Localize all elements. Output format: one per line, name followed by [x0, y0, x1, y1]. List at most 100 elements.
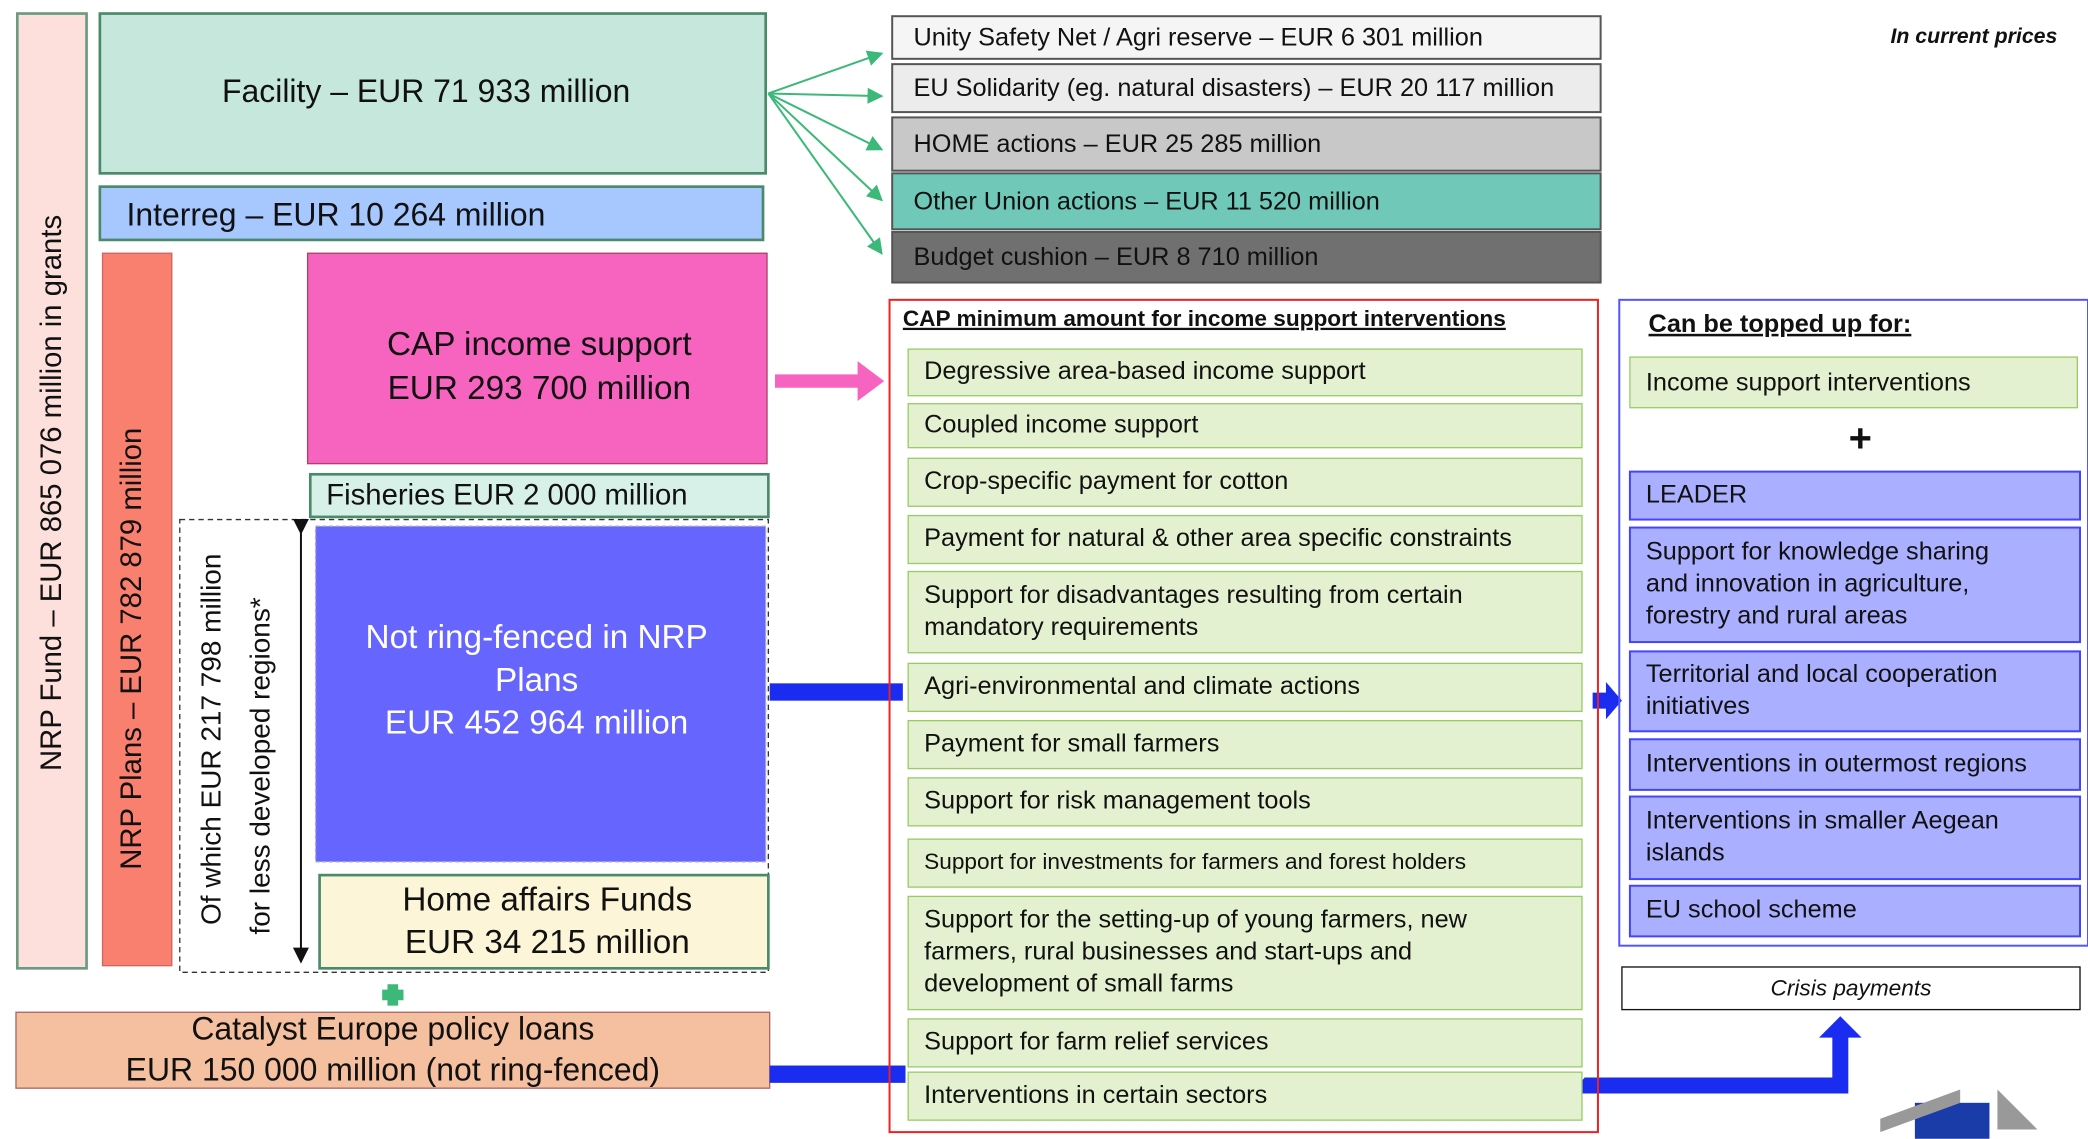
cap-income-box [306, 252, 768, 465]
cap-income: EUR 293 700 million [388, 370, 691, 407]
cap-item: Payment for natural & other area specifi… [924, 524, 1512, 552]
cap-item-box [907, 662, 1583, 712]
reserve-box [891, 230, 1602, 284]
topup-item-box [1628, 884, 2082, 938]
cap-item: Support for investments for farmers and … [924, 849, 1466, 874]
cap-item-box [907, 895, 1583, 1011]
interreg-box [98, 185, 765, 242]
topup-item: and innovation in agriculture, [1646, 570, 1969, 598]
cap-item-box [907, 777, 1583, 827]
less-developed-line: for less developed regions* [245, 597, 276, 934]
left-blocks: NRP Fund – EUR 865 076 million in grants… [15, 12, 771, 1089]
green-arrow [767, 92, 883, 255]
topup-item: islands [1646, 838, 1725, 866]
cap-item-box [907, 403, 1583, 449]
green-arrow [767, 92, 884, 151]
cap-item-box [907, 1018, 1583, 1068]
cap-item: Payment for small farmers [924, 729, 1219, 757]
not-ring-fenced: Plans [495, 662, 578, 699]
cap-item: Coupled income support [924, 410, 1198, 438]
fisheries-box [308, 472, 770, 519]
topup-item-box [1628, 526, 2082, 644]
topup-item-box [1628, 470, 2082, 521]
topup-item-box [1628, 795, 2082, 881]
reserve: Other Union actions – EUR 11 520 million [914, 187, 1380, 215]
topup-item-box [1628, 738, 2082, 791]
blue-connector [769, 1065, 906, 1083]
interreg: Interreg – EUR 10 264 million [127, 197, 546, 233]
less-developed-box [179, 518, 770, 973]
green-arrow [768, 87, 884, 104]
nrp-fund: NRP Fund – EUR 865 076 million in grants [35, 215, 68, 771]
topup-item: forestry and rural areas [1646, 601, 1908, 629]
blue-connector [769, 683, 903, 701]
catalyst: Catalyst Europe policy loans [191, 1010, 594, 1046]
cap-item-box [907, 457, 1583, 507]
cap-item: Support for the setting-up of young farm… [924, 906, 1468, 934]
note: In current prices [1890, 24, 2057, 48]
topup-item: Support for knowledge sharing [1646, 538, 1989, 566]
cap-item: Agri-environmental and climate actions [924, 672, 1360, 700]
cap-item: development of small farms [924, 970, 1233, 998]
reserve-box [891, 116, 1602, 172]
green-arrow [768, 50, 884, 95]
income-box [1629, 356, 2079, 409]
topped-up-title: Can be topped up for: [1649, 310, 1912, 338]
catalyst-box [15, 1011, 771, 1089]
reserve: Unity Safety Net / Agri reserve – EUR 6 … [914, 24, 1483, 52]
income-support: Income support interventions [1646, 368, 1971, 396]
reserve-box [891, 63, 1602, 114]
less-developed-line: Of which EUR 217 798 million [195, 554, 226, 925]
cap-item-box [907, 719, 1583, 770]
cap-item: Support for farm relief services [924, 1028, 1268, 1056]
facility-box [98, 12, 768, 175]
not-ring-fenced: EUR 452 964 million [385, 704, 688, 741]
topup-item: LEADER [1646, 480, 1747, 508]
cap-income: CAP income support [387, 326, 692, 363]
cap-item-box [907, 838, 1583, 888]
logo-shape [1880, 1089, 2038, 1133]
connectors [767, 50, 1862, 1094]
logo [1880, 1089, 2038, 1139]
facility: Facility – EUR 71 933 million [222, 73, 630, 109]
nrp-fund-box [15, 12, 88, 970]
nrp-plans: NRP Plans – EUR 782 879 million [115, 428, 148, 870]
pink-arrow [775, 361, 885, 402]
topup-item: Interventions in outermost regions [1646, 749, 2027, 777]
cap-item: Degressive area-based income support [924, 357, 1366, 385]
crisis: Crisis payments [1771, 976, 1932, 1001]
topup-item: Territorial and local cooperation [1646, 660, 1998, 688]
topup-item: Interventions in smaller Aegean [1646, 807, 1999, 835]
crisis-box [1621, 966, 2081, 1011]
reserve-box [891, 172, 1602, 231]
cap-item-box [907, 570, 1583, 654]
blue-arrow [1571, 1016, 1862, 1094]
green-arrow [767, 92, 883, 202]
cap-item-box [907, 1071, 1583, 1121]
cap-item: Crop-specific payment for cotton [924, 467, 1288, 495]
blue-arrow [1592, 682, 1622, 720]
topup-item: initiatives [1646, 692, 1750, 720]
reserve: EU Solidarity (eg. natural disasters) – … [914, 74, 1555, 102]
topped-up-box [1618, 298, 2088, 947]
reserve-box [891, 15, 1602, 60]
cap-item: Interventions in certain sectors [924, 1081, 1267, 1109]
cap-minimum-title: CAP minimum amount for income support in… [903, 306, 1506, 331]
not-ring-fenced: Not ring-fenced in NRP [366, 619, 708, 656]
home-affairs-box [318, 873, 770, 970]
home-affairs: EUR 34 215 million [405, 924, 690, 961]
topup-item: EU school scheme [1646, 896, 1857, 924]
catalyst: EUR 150 000 million (not ring-fenced) [126, 1052, 660, 1088]
fisheries: Fisheries EUR 2 000 million [326, 479, 687, 512]
reserve: HOME actions – EUR 25 285 million [914, 130, 1322, 158]
plus-icon [382, 984, 404, 1006]
reserve: Budget cushion – EUR 8 710 million [914, 243, 1319, 271]
cap-item: mandatory requirements [924, 613, 1198, 641]
cap-item-box [907, 514, 1583, 565]
plus-sign: + [1849, 417, 1872, 461]
cap-item: Support for risk management tools [924, 787, 1311, 815]
home-affairs: Home affairs Funds [402, 882, 692, 919]
cap-item: Support for disadvantages resulting from… [924, 581, 1463, 609]
not-ring-fenced-box [314, 525, 767, 863]
